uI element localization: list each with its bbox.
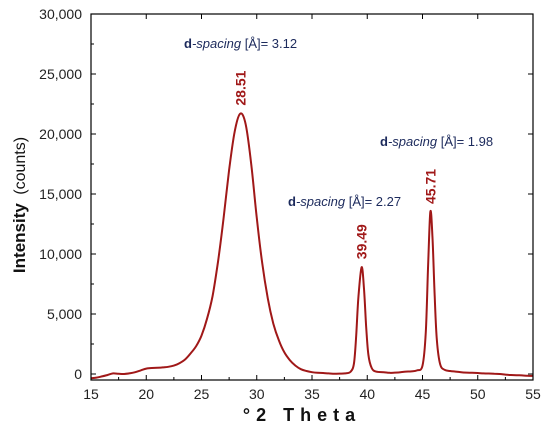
x-tick-label: 30 — [249, 386, 265, 402]
intensity-line — [90, 112, 534, 380]
peak-label: 28.51 — [232, 70, 248, 105]
x-tick-label: 25 — [194, 386, 210, 402]
d-spacing-word: -spacing — [192, 36, 242, 51]
d-spacing-value: [Å]= 1.98 — [437, 134, 493, 149]
d-spacing-symbol: d — [184, 36, 192, 51]
y-tick-label: 15,000 — [39, 186, 82, 202]
y-tick-label: 5,000 — [47, 306, 82, 322]
y-axis-title-main: Intensity — [10, 203, 29, 273]
peak-label: 39.49 — [354, 224, 370, 259]
d-spacing-annotation: d-spacing [Å]= 1.98 — [380, 134, 493, 149]
x-tick-label: 40 — [359, 386, 375, 402]
x-axis-ticks: 15 20 25 30 35 40 45 50 55 — [83, 14, 541, 402]
y-axis-title: Intensity (counts) — [10, 137, 29, 273]
d-spacing-symbol: d — [288, 194, 296, 209]
x-axis-title-degree: ° — [243, 405, 256, 425]
x-tick-label: 45 — [415, 386, 431, 402]
y-axis-title-unit: (counts) — [12, 137, 29, 195]
y-tick-label: 10,000 — [39, 246, 82, 262]
d-spacing-word: -spacing — [296, 194, 346, 209]
x-axis-title-text: 2 Theta — [256, 405, 361, 425]
peak-labels: 28.51 39.49 45.71 — [232, 70, 438, 259]
d-spacing-value: [Å]= 3.12 — [241, 36, 297, 51]
x-tick-label: 20 — [138, 386, 154, 402]
d-spacing-value: [Å]= 2.27 — [345, 194, 401, 209]
d-spacing-annotation: d-spacing [Å]= 2.27 — [288, 194, 401, 209]
x-tick-label: 15 — [83, 386, 99, 402]
y-axis-ticks: 0 5,000 10,000 15,000 20,000 25,000 30,000 — [39, 6, 533, 382]
y-tick-label: 25,000 — [39, 66, 82, 82]
y-tick-label: 20,000 — [39, 126, 82, 142]
peak-label: 45.71 — [422, 169, 438, 204]
d-spacing-word: -spacing — [388, 134, 438, 149]
d-spacing-annotation: d-spacing [Å]= 3.12 — [184, 36, 297, 51]
x-tick-label: 35 — [304, 386, 320, 402]
d-spacing-annotations: d-spacing [Å]= 3.12d-spacing [Å]= 2.27d-… — [184, 36, 493, 209]
y-tick-label: 0 — [74, 366, 82, 382]
x-axis-title: °2 Theta — [243, 405, 361, 425]
d-spacing-symbol: d — [380, 134, 388, 149]
x-tick-label: 50 — [470, 386, 486, 402]
y-tick-label: 30,000 — [39, 6, 82, 22]
x-tick-label: 55 — [525, 386, 541, 402]
plot-frame — [90, 13, 534, 381]
